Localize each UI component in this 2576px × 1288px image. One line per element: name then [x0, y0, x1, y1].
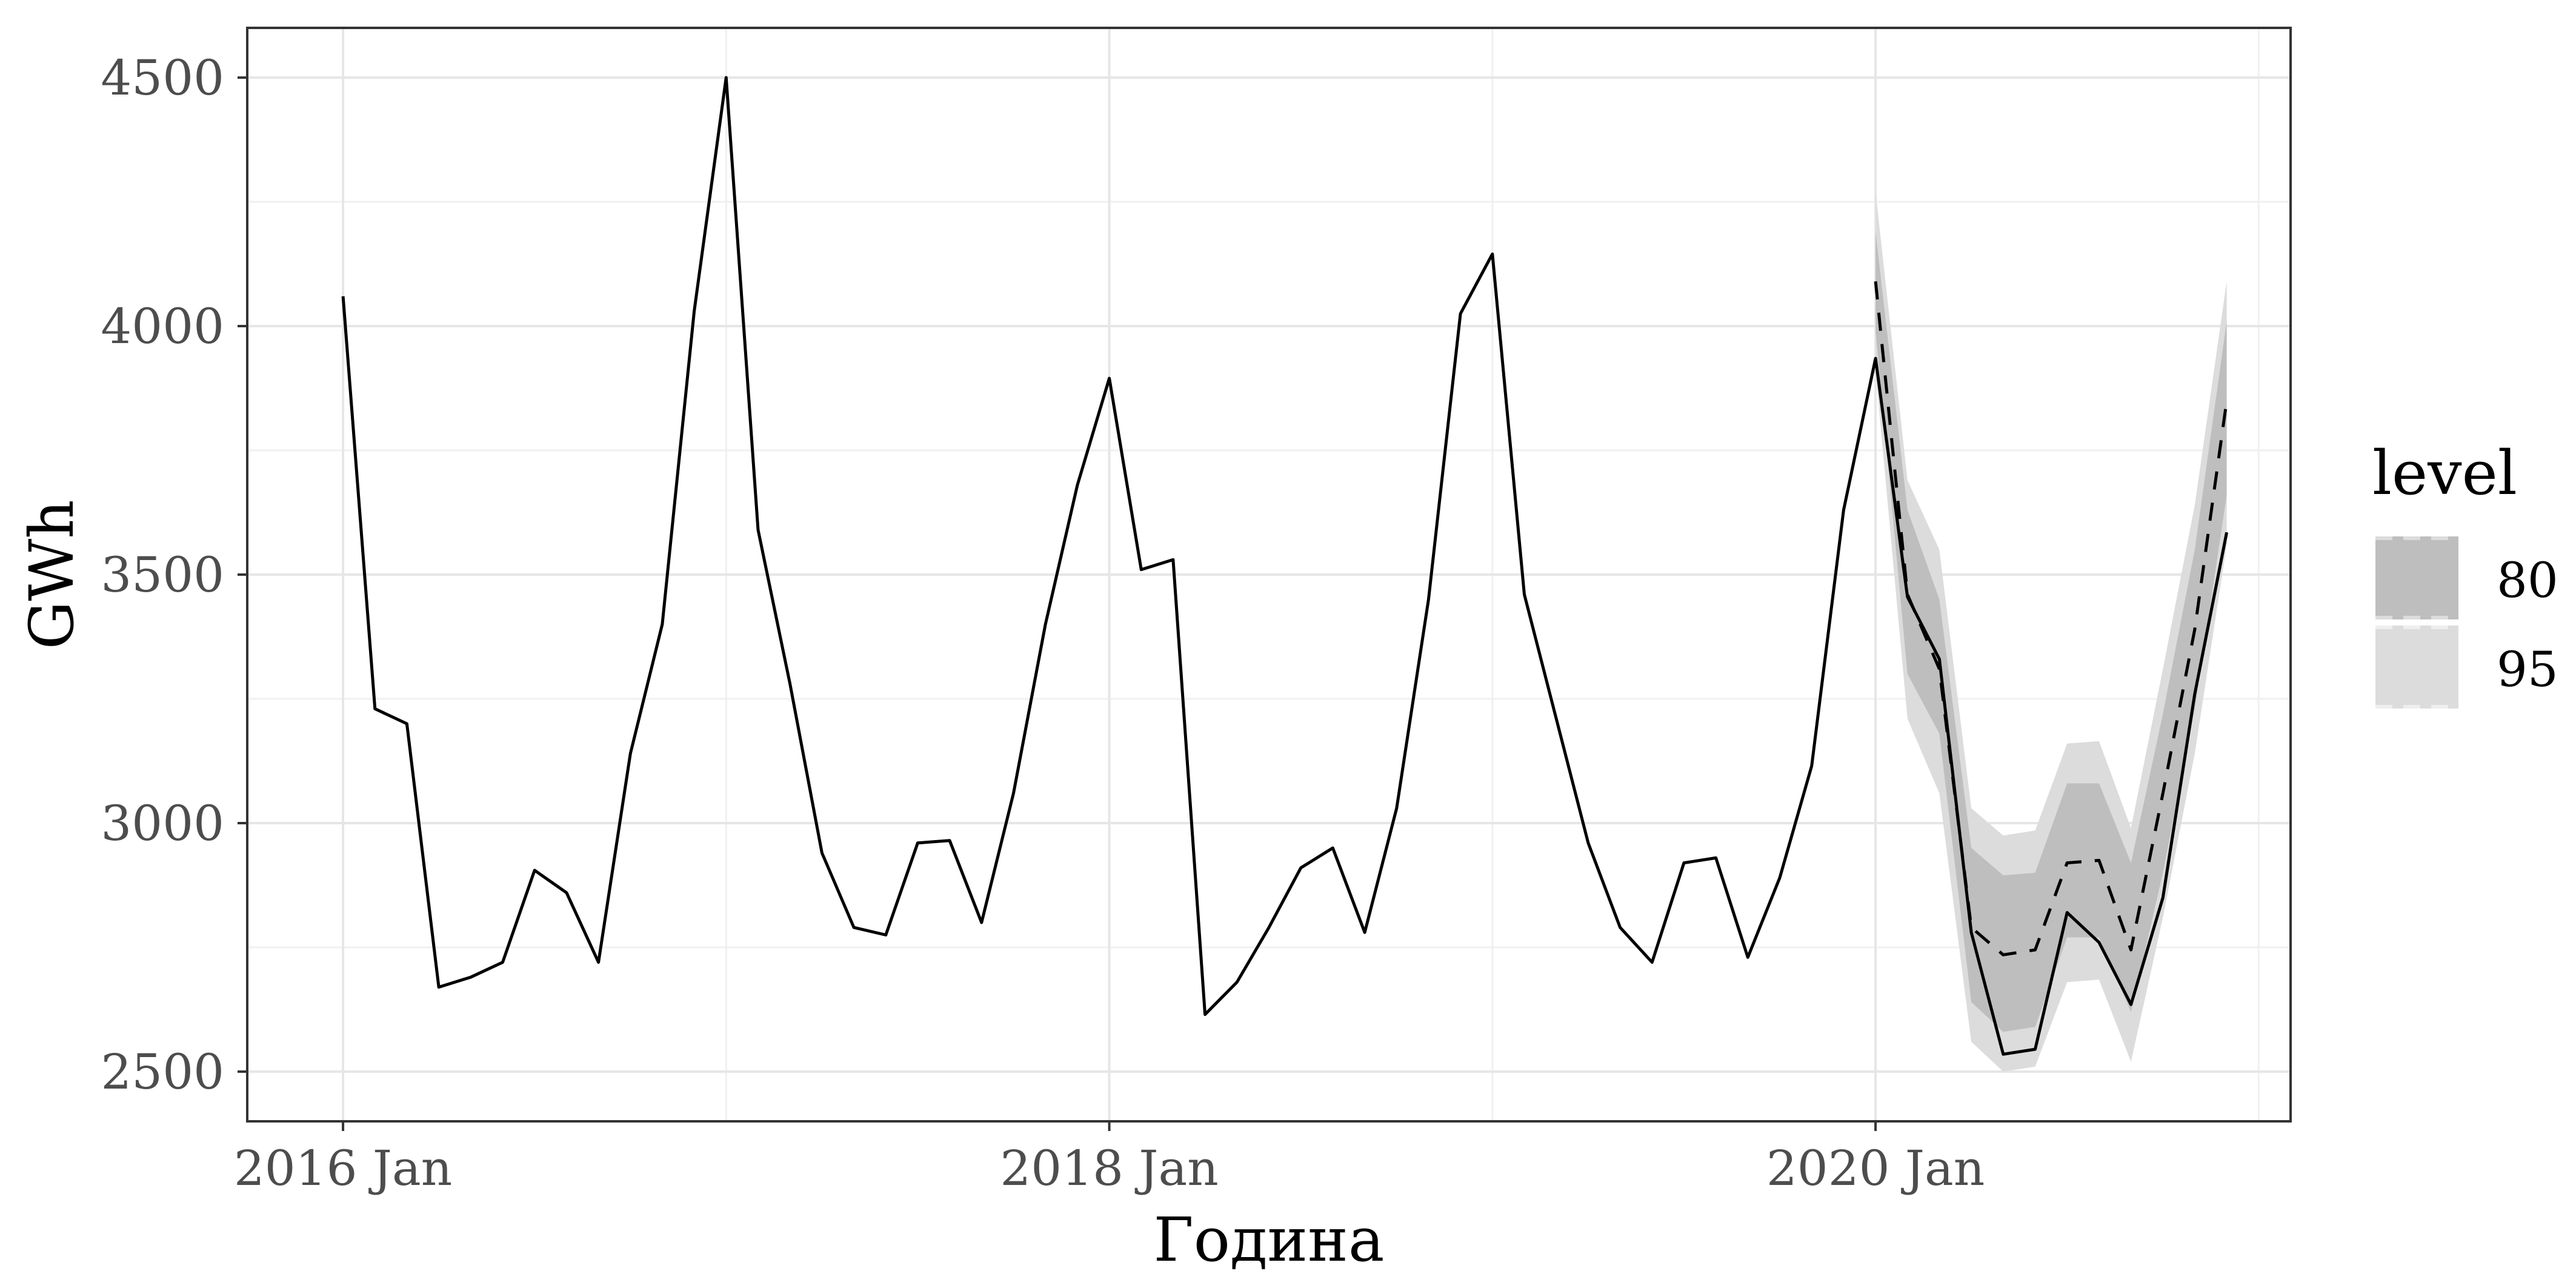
x-tick-label: 2020 Jan — [1766, 1140, 1985, 1196]
legend-label-80: 80 — [2497, 552, 2558, 609]
legend-label-95: 95 — [2497, 641, 2558, 698]
band-80 — [1875, 232, 2227, 1032]
legend-key-80 — [2375, 536, 2458, 619]
y-tick-label: 2500 — [101, 1044, 224, 1100]
y-tick-label: 3000 — [101, 795, 224, 852]
major-gridlines — [247, 28, 2291, 1121]
forecast-mean-line — [1874, 281, 2229, 956]
series-lines — [341, 76, 2229, 1056]
y-tick-label: 4000 — [101, 298, 224, 355]
x-axis-title: Година — [1154, 1204, 1385, 1275]
x-axis: 2016 Jan 2018 Jan 2020 Jan — [234, 1121, 1985, 1196]
legend-title: level — [2372, 438, 2517, 509]
y-tick-label: 3500 — [101, 547, 224, 603]
x-tick-label: 2018 Jan — [1000, 1140, 1218, 1196]
x-tick-label: 2016 Jan — [234, 1140, 452, 1196]
legend-key-95 — [2375, 626, 2458, 709]
y-axis-title: GWh — [16, 499, 87, 649]
y-axis: 2500 3000 3500 4000 4500 — [101, 50, 247, 1100]
legend: level 80 95 — [2372, 438, 2558, 709]
y-tick-label: 4500 — [101, 50, 224, 106]
